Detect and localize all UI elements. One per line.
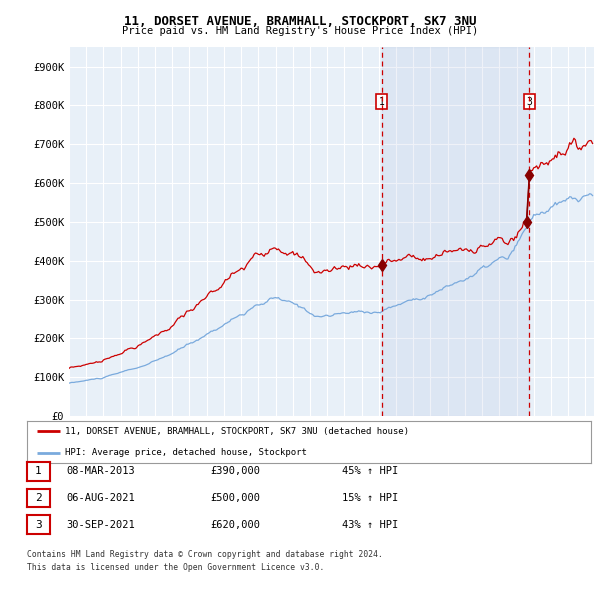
Text: 2: 2: [35, 493, 42, 503]
Text: 1: 1: [379, 97, 385, 107]
Text: 30-SEP-2021: 30-SEP-2021: [66, 520, 135, 529]
Text: Contains HM Land Registry data © Crown copyright and database right 2024.: Contains HM Land Registry data © Crown c…: [27, 550, 383, 559]
Text: Price paid vs. HM Land Registry's House Price Index (HPI): Price paid vs. HM Land Registry's House …: [122, 26, 478, 36]
Text: 11, DORSET AVENUE, BRAMHALL, STOCKPORT, SK7 3NU (detached house): 11, DORSET AVENUE, BRAMHALL, STOCKPORT, …: [65, 427, 409, 436]
Text: £390,000: £390,000: [210, 467, 260, 476]
Text: 45% ↑ HPI: 45% ↑ HPI: [342, 467, 398, 476]
Text: 11, DORSET AVENUE, BRAMHALL, STOCKPORT, SK7 3NU: 11, DORSET AVENUE, BRAMHALL, STOCKPORT, …: [124, 15, 476, 28]
Text: 3: 3: [527, 97, 532, 107]
Text: 08-MAR-2013: 08-MAR-2013: [66, 467, 135, 476]
Text: 43% ↑ HPI: 43% ↑ HPI: [342, 520, 398, 529]
Text: This data is licensed under the Open Government Licence v3.0.: This data is licensed under the Open Gov…: [27, 563, 325, 572]
Text: 06-AUG-2021: 06-AUG-2021: [66, 493, 135, 503]
Text: £620,000: £620,000: [210, 520, 260, 529]
Text: 1: 1: [35, 467, 42, 476]
Text: 3: 3: [35, 520, 42, 529]
Bar: [382, 47, 529, 416]
Text: £500,000: £500,000: [210, 493, 260, 503]
Text: HPI: Average price, detached house, Stockport: HPI: Average price, detached house, Stoc…: [65, 448, 307, 457]
Text: 15% ↑ HPI: 15% ↑ HPI: [342, 493, 398, 503]
